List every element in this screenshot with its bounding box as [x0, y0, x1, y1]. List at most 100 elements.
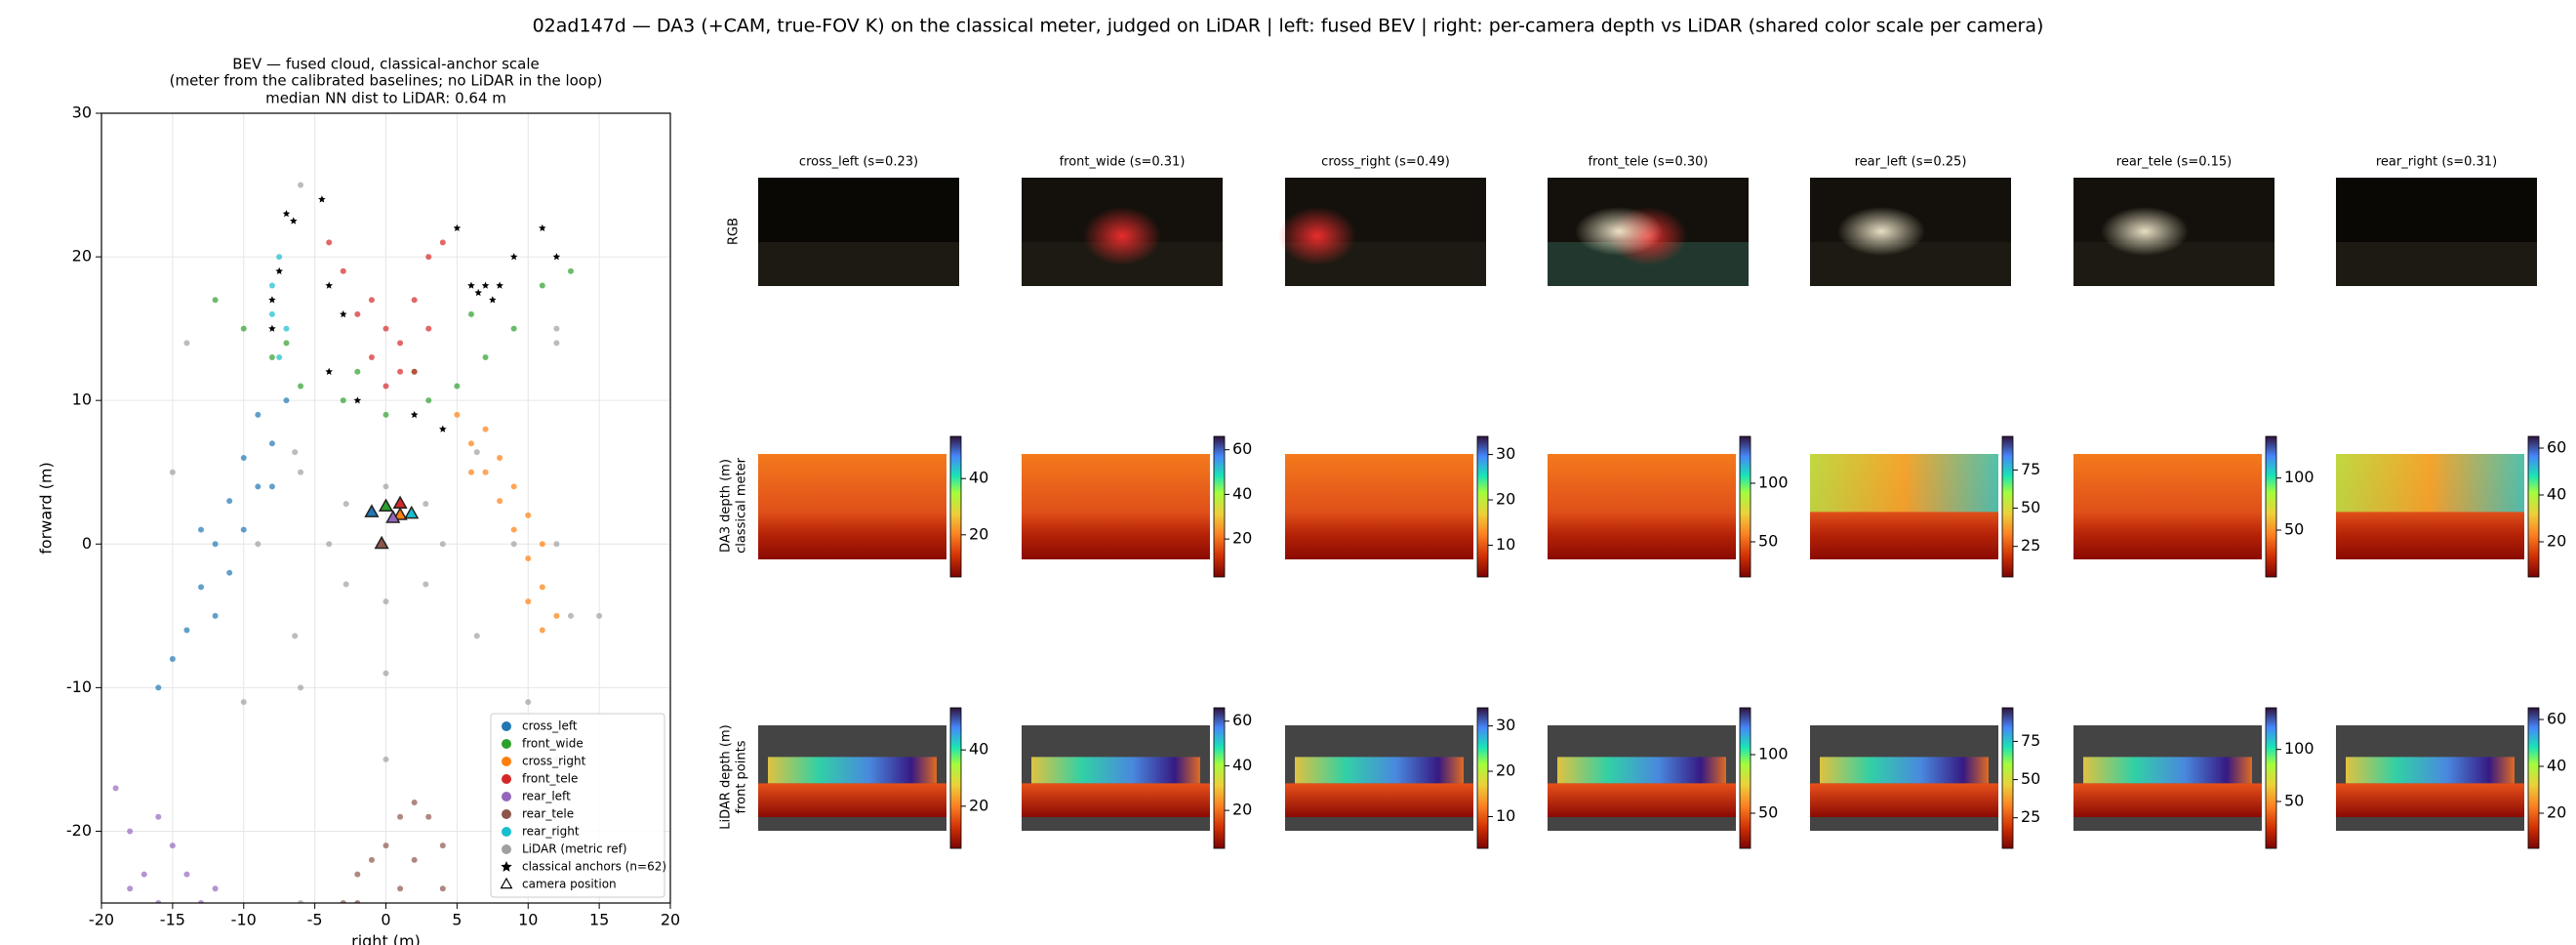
camera-title: front_tele (s=0.30): [1588, 155, 1708, 170]
colorbar-tick-label: 40: [2547, 757, 2566, 775]
colorbar: [1476, 707, 1489, 849]
anchor-point: [410, 410, 419, 419]
lidar-ground: [1285, 783, 1473, 817]
legend-label: classical anchors (n=62): [522, 860, 666, 874]
camera-title: cross_left (s=0.23): [799, 155, 918, 170]
cloud-point: [467, 310, 474, 317]
cloud-point: [525, 555, 532, 561]
cloud-point: [298, 469, 304, 475]
legend-label: rear_tele: [522, 807, 574, 821]
panel-subtitle: (meter from the calibrated baselines; no…: [170, 72, 603, 90]
cloud-point: [382, 483, 389, 490]
cloud-point: [240, 526, 247, 533]
colorbar: [2001, 707, 2014, 849]
legend-label: LiDAR (metric ref): [522, 842, 627, 856]
cloud-point: [342, 581, 349, 588]
row-label: RGB: [727, 218, 742, 245]
cloud-point: [276, 254, 283, 261]
cloud-point: [467, 440, 474, 447]
cloud-point: [510, 541, 517, 548]
anchor-point: [325, 281, 333, 289]
colorbar-tick-label: 100: [2284, 468, 2314, 486]
cloud-point: [411, 800, 418, 806]
cloud-point: [292, 633, 299, 639]
cloud-point: [497, 455, 503, 462]
colorbar-tick-label: 25: [2021, 807, 2040, 826]
row-label: front points: [735, 740, 749, 813]
cloud-point: [368, 297, 375, 304]
rgb-light: [1083, 207, 1161, 266]
colorbar: [949, 707, 962, 849]
cloud-point: [326, 239, 333, 246]
cloud-point: [268, 483, 275, 490]
camera-title: rear_left (s=0.25): [1855, 155, 1967, 170]
legend-label: camera position: [522, 878, 617, 891]
anchor-point: [275, 267, 283, 274]
colorbar-tick-label: 10: [1496, 535, 1515, 554]
colorbar-tick-label: 20: [1496, 490, 1515, 509]
camera-title: front_wide (s=0.31): [1060, 155, 1186, 170]
cloud-point: [127, 885, 134, 892]
colorbar-tick-label: 100: [2284, 739, 2314, 758]
cloud-point: [425, 813, 432, 820]
cloud-point: [226, 569, 233, 576]
cloud-point: [268, 282, 275, 289]
cloud-point: [212, 885, 219, 892]
anchor-point: [353, 396, 362, 404]
cloud-point: [423, 501, 429, 508]
camera-title: rear_tele (s=0.15): [2116, 155, 2232, 170]
lidar-band: [1557, 757, 1726, 784]
da3-depth-image: [1548, 454, 1736, 559]
colorbar-tick-label: 50: [2284, 792, 2304, 810]
cloud-point: [141, 871, 147, 878]
anchor-point: [509, 253, 518, 261]
legend-label: front_tele: [522, 772, 578, 786]
cloud-point: [473, 449, 480, 456]
x-axis-label: right (m): [351, 932, 421, 945]
colorbar-tick-label: 25: [2021, 536, 2040, 555]
cloud-point: [127, 828, 134, 835]
cloud-point: [439, 239, 446, 246]
colorbar: [1213, 435, 1226, 578]
anchor-point: [282, 210, 291, 218]
colorbar-tick-label: 20: [1232, 529, 1252, 548]
y-tick-label: 30: [72, 103, 92, 122]
x-tick-label: -10: [231, 911, 257, 929]
cloud-point: [212, 541, 219, 548]
anchor-point: [453, 224, 462, 231]
rgb-light: [1575, 207, 1663, 256]
cloud-point: [382, 411, 389, 418]
camera-marker: [378, 498, 394, 512]
colorbar-tick-label: 20: [2547, 532, 2566, 551]
colorbar-tick-label: 40: [2547, 485, 2566, 504]
colorbar-tick-label: 50: [2284, 520, 2304, 539]
legend-marker: [500, 877, 513, 889]
colorbar-tick-label: 20: [2547, 803, 2566, 822]
cloud-point: [354, 310, 361, 317]
x-tick-label: -5: [307, 911, 323, 929]
rgb-light: [2101, 207, 2189, 256]
cloud-point: [169, 655, 176, 662]
y-tick-label: -20: [66, 821, 92, 840]
cloud-point: [510, 526, 517, 533]
y-tick-label: 20: [72, 247, 92, 266]
anchor-point: [474, 288, 482, 297]
cloud-point: [155, 900, 162, 903]
x-tick-label: -15: [160, 911, 185, 929]
cloud-point: [397, 885, 404, 892]
cloud-point: [268, 354, 275, 361]
lidar-ground: [1548, 783, 1736, 817]
anchor-point: [268, 324, 276, 332]
colorbar-tick-label: 50: [1758, 532, 1778, 551]
lidar-ground: [2073, 783, 2262, 817]
cloud-point: [382, 670, 389, 677]
colorbar-tick-label: 75: [2021, 731, 2040, 750]
cloud-point: [411, 856, 418, 863]
colorbar: [2265, 707, 2277, 849]
anchor-point: [481, 281, 490, 289]
cloud-point: [411, 368, 418, 375]
cloud-point: [411, 297, 418, 304]
cloud-point: [212, 297, 219, 304]
anchor-point: [268, 296, 276, 304]
cloud-point: [567, 267, 574, 274]
